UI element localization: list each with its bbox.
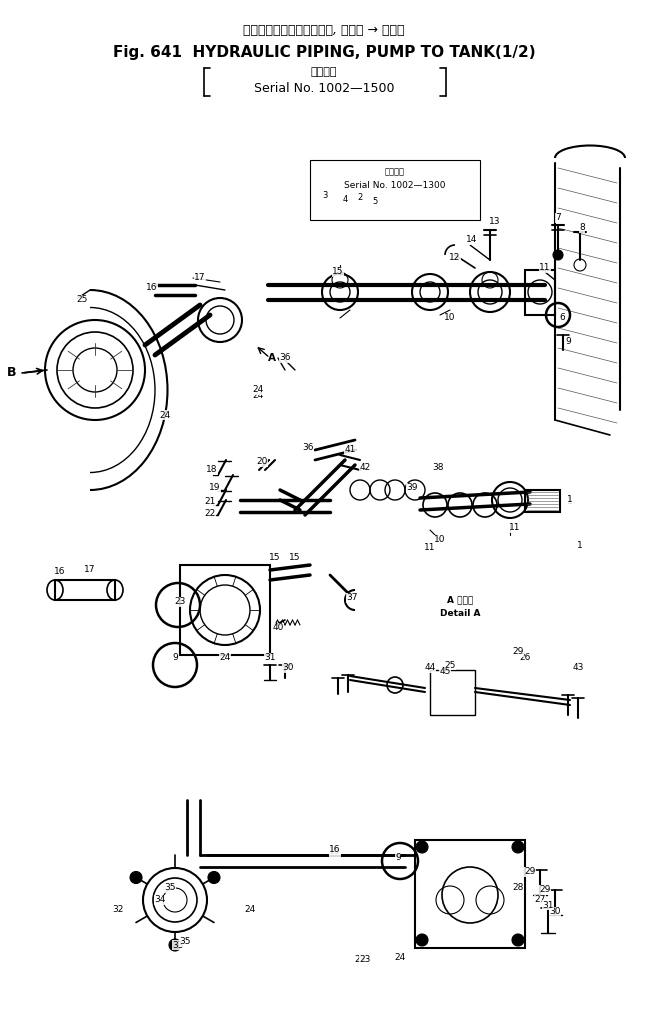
Text: 45: 45 bbox=[439, 667, 450, 676]
Text: 8: 8 bbox=[579, 223, 585, 232]
Circle shape bbox=[416, 841, 428, 853]
Text: 27: 27 bbox=[534, 895, 546, 904]
Bar bbox=[415, 840, 525, 948]
Text: 37: 37 bbox=[347, 593, 358, 602]
Text: 17: 17 bbox=[84, 566, 96, 575]
Circle shape bbox=[512, 934, 524, 946]
Text: B: B bbox=[7, 366, 17, 379]
Text: 21: 21 bbox=[204, 498, 215, 507]
Text: 42: 42 bbox=[360, 463, 371, 473]
Text: 29: 29 bbox=[524, 868, 535, 876]
Text: Serial No. 1002—1300: Serial No. 1002—1300 bbox=[344, 180, 446, 190]
Text: 24: 24 bbox=[219, 653, 230, 662]
Circle shape bbox=[169, 939, 181, 951]
Text: 24: 24 bbox=[160, 411, 171, 420]
Text: 9: 9 bbox=[565, 338, 571, 347]
Text: 33: 33 bbox=[172, 941, 184, 949]
Text: ハイドロリックパイピング, ポンプ → タンク: ハイドロリックパイピング, ポンプ → タンク bbox=[243, 23, 405, 37]
Text: 3: 3 bbox=[323, 191, 328, 200]
Text: 25: 25 bbox=[445, 660, 456, 669]
Text: 10: 10 bbox=[445, 313, 456, 322]
Text: 35: 35 bbox=[164, 883, 176, 892]
Circle shape bbox=[130, 871, 142, 883]
Text: 22: 22 bbox=[204, 509, 215, 518]
Text: 11: 11 bbox=[509, 523, 520, 532]
Text: 11: 11 bbox=[424, 544, 435, 553]
Text: 15: 15 bbox=[289, 554, 300, 563]
Text: 9: 9 bbox=[395, 854, 401, 863]
Text: 40: 40 bbox=[273, 624, 284, 633]
Text: 44: 44 bbox=[424, 663, 435, 672]
Text: 15: 15 bbox=[332, 268, 344, 277]
Text: 20: 20 bbox=[256, 457, 267, 466]
Text: 31: 31 bbox=[264, 653, 276, 662]
Text: 43: 43 bbox=[572, 663, 583, 672]
Text: 12: 12 bbox=[449, 254, 461, 263]
Text: 35: 35 bbox=[179, 938, 191, 946]
Text: 24: 24 bbox=[395, 953, 406, 962]
Text: 24: 24 bbox=[245, 906, 256, 915]
Text: 13: 13 bbox=[489, 217, 501, 226]
Text: 36: 36 bbox=[302, 443, 313, 452]
Text: 23: 23 bbox=[360, 955, 371, 964]
Bar bbox=[310, 160, 480, 220]
Text: 5: 5 bbox=[373, 198, 378, 207]
Text: 6: 6 bbox=[559, 313, 565, 322]
Text: 10: 10 bbox=[434, 535, 446, 545]
Text: A: A bbox=[268, 353, 276, 363]
Text: 17: 17 bbox=[194, 274, 206, 283]
Text: 1: 1 bbox=[577, 540, 583, 550]
Text: 29: 29 bbox=[512, 648, 524, 656]
Text: 16: 16 bbox=[329, 846, 341, 855]
Text: 34: 34 bbox=[154, 895, 165, 904]
Text: 11: 11 bbox=[539, 264, 551, 273]
Text: 30: 30 bbox=[549, 908, 561, 917]
Text: 14: 14 bbox=[467, 235, 478, 244]
Text: 9: 9 bbox=[172, 653, 178, 662]
Text: 16: 16 bbox=[329, 848, 341, 857]
Text: 39: 39 bbox=[406, 484, 418, 493]
Circle shape bbox=[208, 871, 220, 883]
Text: 適用号機: 適用号機 bbox=[311, 67, 337, 77]
Text: Fig. 641  HYDRAULIC PIPING, PUMP TO TANK(1/2): Fig. 641 HYDRAULIC PIPING, PUMP TO TANK(… bbox=[113, 45, 535, 60]
Text: 16: 16 bbox=[146, 284, 158, 292]
Text: 32: 32 bbox=[112, 906, 124, 915]
Bar bbox=[180, 565, 270, 655]
Text: 15: 15 bbox=[269, 554, 281, 563]
Text: 7: 7 bbox=[555, 214, 561, 222]
Text: 1: 1 bbox=[567, 498, 573, 507]
Text: 31: 31 bbox=[543, 900, 554, 910]
Text: Detail A: Detail A bbox=[440, 609, 480, 619]
Text: 28: 28 bbox=[512, 883, 524, 892]
Text: 2: 2 bbox=[358, 194, 363, 203]
Text: 1: 1 bbox=[567, 496, 573, 505]
Text: 4: 4 bbox=[343, 196, 348, 205]
Text: 24: 24 bbox=[252, 385, 263, 394]
Text: 25: 25 bbox=[77, 295, 88, 304]
Text: 26: 26 bbox=[519, 653, 531, 662]
Bar bbox=[430, 670, 475, 715]
Text: 29: 29 bbox=[539, 885, 551, 894]
Text: 30: 30 bbox=[282, 663, 294, 672]
Text: 23: 23 bbox=[175, 597, 186, 606]
Circle shape bbox=[416, 934, 428, 946]
Text: Serial No. 1002—1500: Serial No. 1002—1500 bbox=[254, 81, 394, 94]
Bar bbox=[525, 270, 555, 315]
Text: 36: 36 bbox=[279, 354, 291, 362]
Text: 38: 38 bbox=[432, 463, 444, 473]
Text: 19: 19 bbox=[209, 484, 221, 493]
Text: 23: 23 bbox=[354, 955, 365, 964]
Circle shape bbox=[512, 841, 524, 853]
Text: 18: 18 bbox=[206, 465, 218, 475]
Text: 24: 24 bbox=[252, 390, 263, 400]
Text: 41: 41 bbox=[345, 445, 356, 454]
Text: 適用号機: 適用号機 bbox=[385, 167, 405, 176]
Text: 16: 16 bbox=[55, 568, 66, 577]
Bar bbox=[55, 580, 115, 600]
Circle shape bbox=[553, 250, 563, 260]
Bar bbox=[525, 490, 560, 512]
Text: A 詳細図: A 詳細図 bbox=[447, 595, 473, 604]
